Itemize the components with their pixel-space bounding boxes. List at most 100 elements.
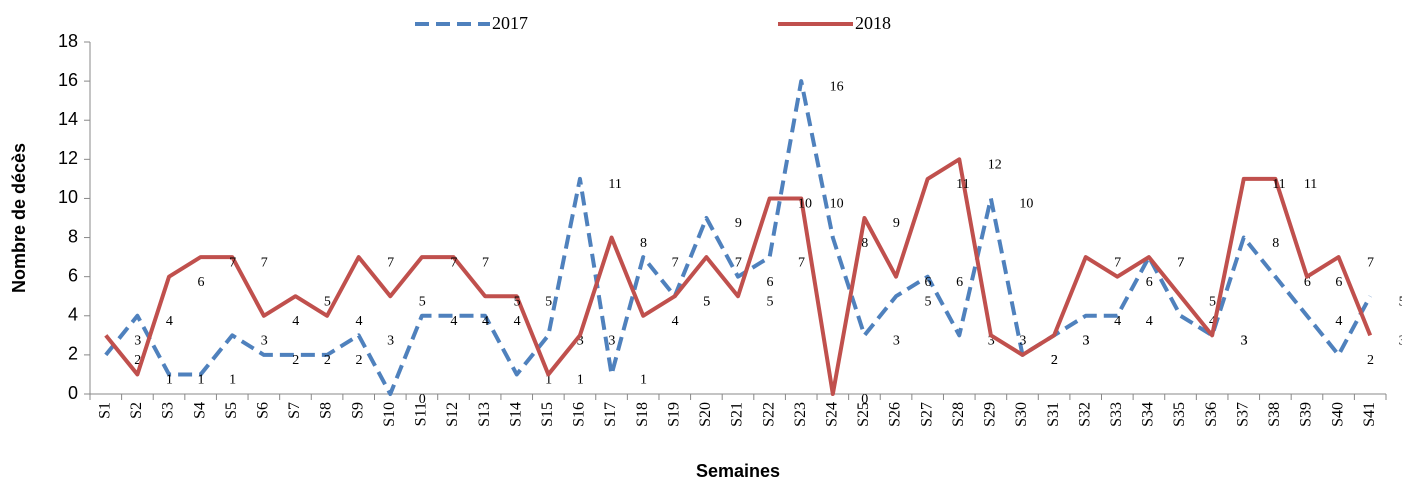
x-tick-label: S34 — [1140, 402, 1157, 427]
x-tick-label: S5 — [223, 402, 240, 419]
data-label: 1 — [577, 373, 584, 388]
data-label: 3 — [134, 334, 141, 349]
x-tick-label: S23 — [792, 402, 809, 427]
x-tick-label: S12 — [444, 402, 461, 427]
data-label: 6 — [1146, 275, 1153, 290]
data-label: 3 — [261, 334, 268, 349]
data-label: 7 — [672, 255, 679, 270]
y-tick-label: 10 — [58, 187, 78, 207]
x-tick-label: S2 — [128, 402, 145, 419]
x-tick-label: S9 — [349, 402, 366, 419]
data-label: 3 — [1241, 334, 1248, 349]
data-label: 7 — [1177, 255, 1184, 270]
data-label: 10 — [1019, 197, 1033, 212]
x-tick-label: S28 — [950, 402, 967, 427]
data-label: 5 — [324, 294, 331, 309]
data-label: 5 — [703, 294, 710, 309]
data-label: 5 — [545, 294, 552, 309]
x-tick-label: S36 — [1203, 402, 1220, 427]
data-label: 5 — [419, 294, 426, 309]
data-label: 1 — [197, 373, 204, 388]
y-tick-label: 16 — [58, 70, 78, 90]
data-label: 4 — [1209, 314, 1216, 329]
legend-label: 2018 — [855, 13, 891, 33]
x-tick-label: S13 — [476, 402, 493, 427]
data-label: 4 — [672, 314, 679, 329]
x-tick-label: S39 — [1298, 402, 1315, 427]
x-tick-label: S35 — [1171, 402, 1188, 427]
data-label: 4 — [356, 314, 363, 329]
data-label: 4 — [450, 314, 457, 329]
data-label: 8 — [1272, 236, 1279, 251]
x-tick-label: S31 — [1045, 402, 1062, 427]
x-tick-label: S8 — [318, 402, 335, 419]
x-tick-label: S18 — [634, 402, 651, 427]
x-axis-title: Semaines — [696, 461, 780, 481]
data-label: 7 — [229, 255, 236, 270]
data-label: 6 — [1304, 275, 1311, 290]
data-label: 1 — [166, 373, 173, 388]
data-label: 16 — [830, 79, 844, 94]
data-label: 12 — [988, 158, 1002, 173]
data-label: 7 — [261, 255, 268, 270]
data-label: 8 — [861, 236, 868, 251]
data-label: 0 — [419, 392, 426, 407]
y-tick-label: 8 — [68, 226, 78, 246]
data-label: 7 — [735, 255, 742, 270]
x-tick-label: S16 — [571, 402, 588, 427]
data-label: 11 — [608, 177, 621, 192]
data-label: 5 — [514, 294, 521, 309]
x-tick-label: S19 — [665, 402, 682, 427]
x-tick-label: S15 — [539, 402, 556, 427]
x-tick-label: S24 — [824, 402, 841, 427]
data-label: 5 — [703, 294, 710, 309]
data-label: 7 — [482, 255, 489, 270]
data-label: 3 — [1399, 334, 1402, 349]
data-label: 1 — [545, 373, 552, 388]
data-label: 7 — [1367, 255, 1374, 270]
data-label: 7 — [1177, 255, 1184, 270]
data-label: 4 — [482, 314, 489, 329]
data-label: 9 — [735, 216, 742, 231]
data-label: 4 — [1146, 314, 1153, 329]
data-label: 4 — [292, 314, 299, 329]
data-label: 3 — [1083, 334, 1090, 349]
x-tick-label: S11 — [413, 402, 430, 426]
x-tick-label: S41 — [1361, 402, 1378, 427]
y-tick-label: 14 — [58, 109, 78, 129]
y-tick-label: 2 — [68, 344, 78, 364]
x-tick-label: S4 — [191, 402, 208, 419]
x-tick-label: S32 — [1076, 402, 1093, 427]
data-label: 3 — [1241, 334, 1248, 349]
x-tick-label: S17 — [602, 402, 619, 427]
y-axis-title: Nombre de décès — [9, 143, 29, 293]
data-label: 11 — [1272, 177, 1285, 192]
x-tick-label: S20 — [697, 402, 714, 427]
data-label: 5 — [766, 294, 773, 309]
data-label: 3 — [1083, 334, 1090, 349]
series-line — [104, 79, 1372, 396]
x-tick-label: S3 — [160, 402, 177, 419]
data-label: 6 — [956, 275, 963, 290]
data-label: 2 — [324, 353, 331, 368]
data-label: 6 — [197, 275, 204, 290]
data-label: 3 — [988, 334, 995, 349]
data-label: 0 — [861, 392, 868, 407]
x-tick-label: S30 — [1013, 402, 1030, 427]
x-tick-label: S27 — [918, 402, 935, 427]
x-tick-label: S40 — [1329, 402, 1346, 427]
x-tick-label: S22 — [760, 402, 777, 427]
data-label: 11 — [956, 177, 969, 192]
data-label: 7 — [450, 255, 457, 270]
x-tick-label: S14 — [507, 402, 524, 427]
data-label: 2 — [1367, 353, 1374, 368]
x-tick-label: S21 — [729, 402, 746, 427]
data-label: 9 — [893, 216, 900, 231]
x-tick-label: S25 — [855, 402, 872, 427]
data-label: 6 — [924, 275, 931, 290]
x-tick-label: S26 — [887, 402, 904, 427]
data-label: 5 — [924, 294, 931, 309]
data-label: 3 — [577, 334, 584, 349]
data-label: 1 — [640, 373, 647, 388]
